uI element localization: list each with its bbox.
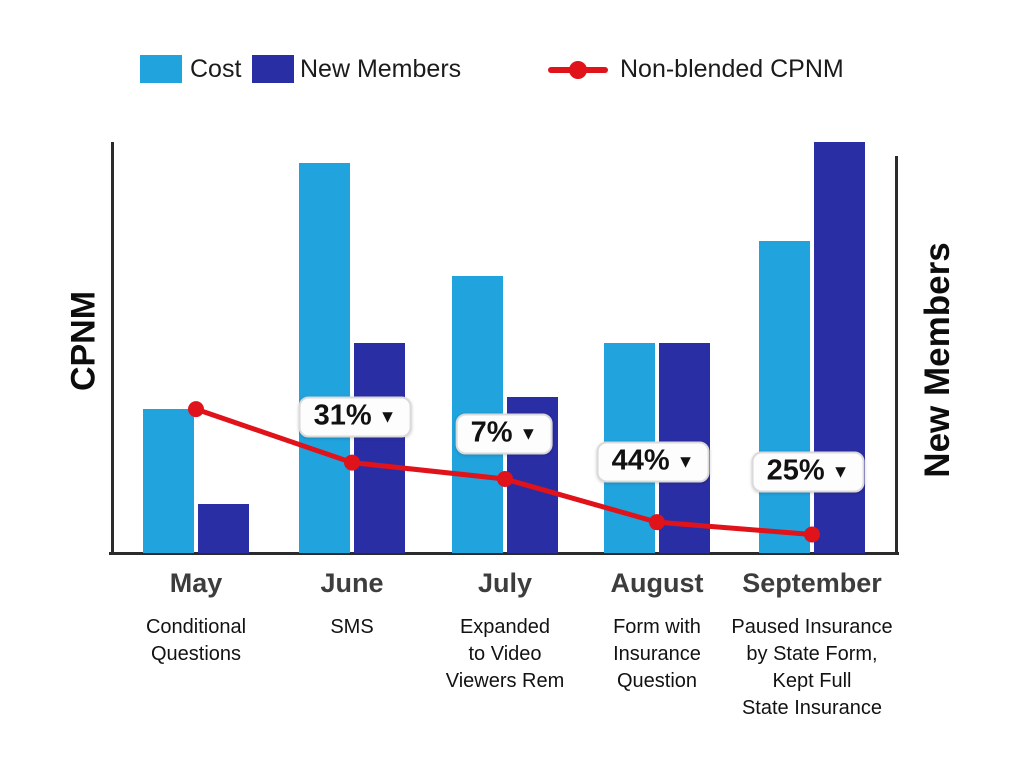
pct-value: 44%: [611, 444, 670, 477]
legend-dot-marker: [569, 61, 587, 79]
triangle-down-icon: ▼: [378, 406, 397, 426]
pct-dropdown-august[interactable]: 44% ▼: [596, 441, 710, 483]
x-note-line: Form with: [613, 616, 701, 638]
x-tick-july: July: [477, 568, 533, 598]
x-note-line: to Video: [468, 643, 542, 665]
x-note-july: Expanded to Video Viewers Rem: [446, 614, 565, 695]
x-tick-june: June: [320, 568, 384, 598]
bar-cost-september: [759, 240, 810, 553]
legend-label-new-members: New Members: [300, 55, 462, 83]
x-tick-may: May: [169, 568, 223, 598]
bar-new-members-may: [198, 503, 249, 553]
x-note-september: Paused Insurance by State Form, Kept Full S…: [731, 614, 892, 722]
x-note-line: SMS: [330, 616, 374, 638]
pct-dropdown-june[interactable]: 31% ▼: [298, 396, 412, 438]
x-note-may: Conditional Questions: [146, 614, 246, 668]
right-axis-line: [895, 156, 898, 555]
pct-value: 31%: [313, 399, 372, 432]
bar-new-members-june: [354, 343, 405, 553]
x-note-line: by State Form,: [746, 643, 878, 665]
left-axis-line: [111, 142, 114, 555]
x-note-line: Kept Full: [772, 670, 852, 692]
x-note-august: Form with Insurance Question: [613, 614, 701, 695]
x-note-line: Expanded: [459, 616, 551, 638]
x-axis-line: [109, 552, 899, 555]
bar-cost-may: [143, 409, 194, 553]
x-note-line: Viewers Rem: [445, 670, 565, 692]
triangle-down-icon: ▼: [519, 423, 538, 443]
legend-swatch-1: [252, 55, 294, 83]
x-note-line: Questions: [150, 643, 242, 665]
x-note-line: Paused Insurance: [731, 616, 893, 638]
x-note-line: Insurance: [613, 643, 701, 665]
x-note-line: Conditional: [145, 616, 247, 638]
triangle-down-icon: ▼: [676, 451, 695, 471]
pct-dropdown-july[interactable]: 7% ▼: [455, 413, 553, 455]
legend-swatch-0: [140, 55, 182, 83]
right-axis-title: New Members: [918, 242, 957, 478]
x-tick-august: August: [610, 568, 704, 598]
pct-value: 25%: [766, 454, 825, 487]
legend-label-cost: Cost: [190, 55, 242, 83]
bar-cost-june: [299, 162, 350, 553]
x-note-line: Question: [616, 670, 698, 692]
triangle-down-icon: ▼: [831, 461, 850, 481]
x-note-line: State Insurance: [741, 697, 883, 719]
pct-value: 7%: [470, 416, 513, 449]
legend-label-non-blended-cpnm: Non-blended CPNM: [620, 55, 844, 83]
left-axis-title: CPNM: [64, 290, 103, 392]
x-tick-september: September: [742, 568, 882, 598]
x-note-june: SMS: [330, 614, 373, 641]
pct-dropdown-september[interactable]: 25% ▼: [751, 451, 865, 493]
